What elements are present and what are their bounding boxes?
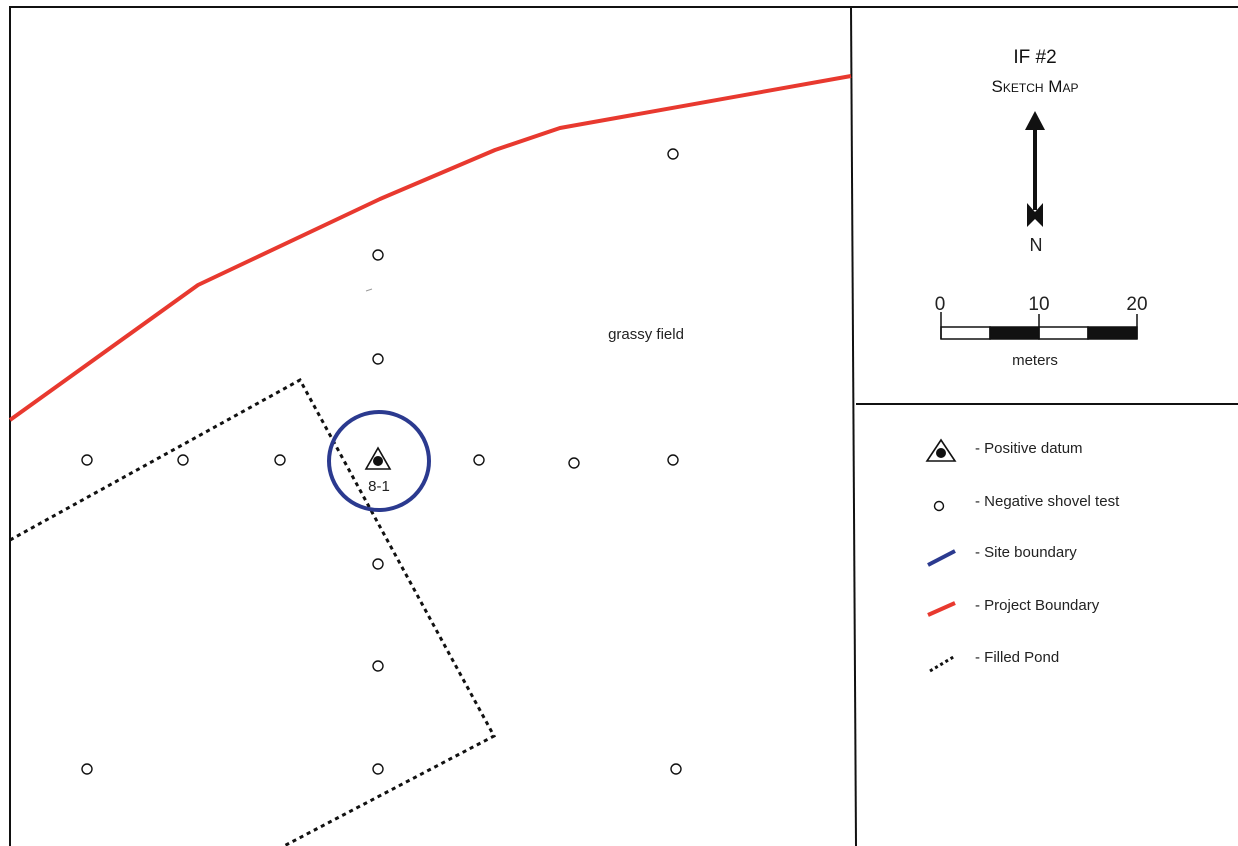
scale-tick-0: 0 xyxy=(935,294,946,315)
negative-shovel-test xyxy=(372,660,384,672)
negative-shovel-test xyxy=(81,454,93,466)
scale-tick-20: 20 xyxy=(1126,294,1147,315)
north-label: N xyxy=(1030,235,1043,255)
north-arrow-head-icon xyxy=(1025,111,1045,130)
map-frame xyxy=(9,6,1238,846)
project-boundary-line xyxy=(8,74,852,422)
legend-label-filled-pond: - Filled Pond xyxy=(975,649,1059,666)
negative-shovel-test xyxy=(667,148,679,160)
negative-shovel-test xyxy=(473,454,485,466)
filled-pond-outline xyxy=(9,377,497,846)
negative-shovel-test xyxy=(81,763,93,775)
negative-shovel-test xyxy=(372,249,384,261)
map-title-line1: IF #2 xyxy=(1013,47,1056,68)
north-arrow-fletching-icon xyxy=(1027,203,1043,227)
scale-unit: meters xyxy=(1012,352,1058,369)
negative-shovel-test xyxy=(670,763,682,775)
legend-positive-datum-icon xyxy=(925,438,957,462)
scale-bar xyxy=(940,312,1138,340)
negative-shovel-test xyxy=(667,454,679,466)
legend-label-project-boundary: - Project Boundary xyxy=(975,597,1100,614)
negative-shovel-test xyxy=(274,454,286,466)
negative-shovel-test xyxy=(568,457,580,469)
negative-shovel-test xyxy=(372,763,384,775)
legend-filled-pond-line-icon xyxy=(929,654,956,673)
legend-site-boundary-line-icon xyxy=(927,549,956,567)
legend-open-circle-icon xyxy=(933,500,945,512)
field-label: grassy field xyxy=(608,326,684,343)
negative-shovel-test xyxy=(372,353,384,365)
scale-tick-10: 10 xyxy=(1028,294,1049,315)
legend: - Positive datum - Negative shovel test … xyxy=(925,438,1120,673)
legend-label-positive-datum: - Positive datum xyxy=(975,440,1083,457)
legend-label-site-boundary: - Site boundary xyxy=(975,544,1077,561)
north-arrow xyxy=(1025,111,1045,227)
stray-mark xyxy=(365,288,373,292)
site-boundary-circle xyxy=(327,410,431,512)
legend-project-boundary-line-icon xyxy=(927,601,956,617)
legend-label-negative-shovel-test: - Negative shovel test xyxy=(975,493,1120,510)
shovel-test-points xyxy=(81,148,682,775)
negative-shovel-test xyxy=(177,454,189,466)
positive-datum-symbol xyxy=(364,446,392,470)
negative-shovel-test xyxy=(372,558,384,570)
map-title-line2: Sketch Map xyxy=(992,77,1079,96)
datum-label: 8-1 xyxy=(368,478,390,495)
